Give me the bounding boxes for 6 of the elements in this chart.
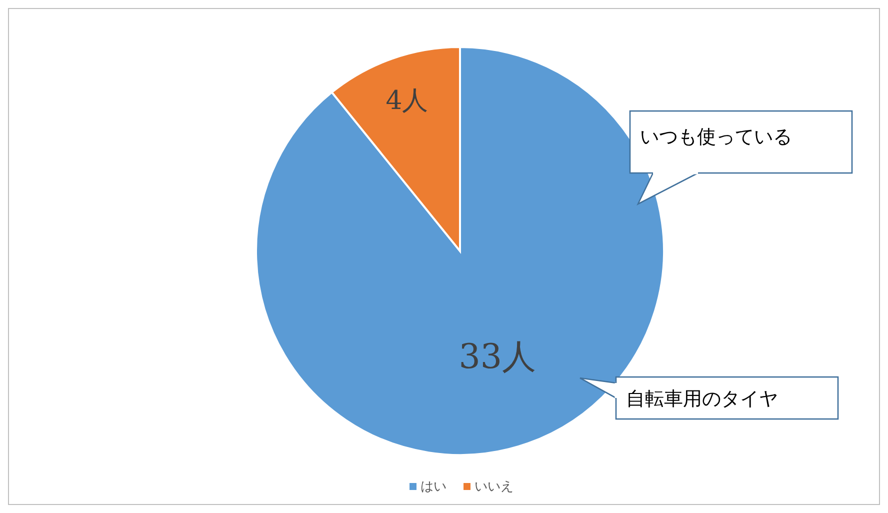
data-label: 4人 [386,86,428,116]
text: 自転車用のタイヤ [626,388,778,410]
data-label: 33人 [458,336,536,377]
text: いつも使っている [640,126,792,148]
legend-label: いいえ [474,480,514,494]
legend-label: はい [420,480,446,494]
